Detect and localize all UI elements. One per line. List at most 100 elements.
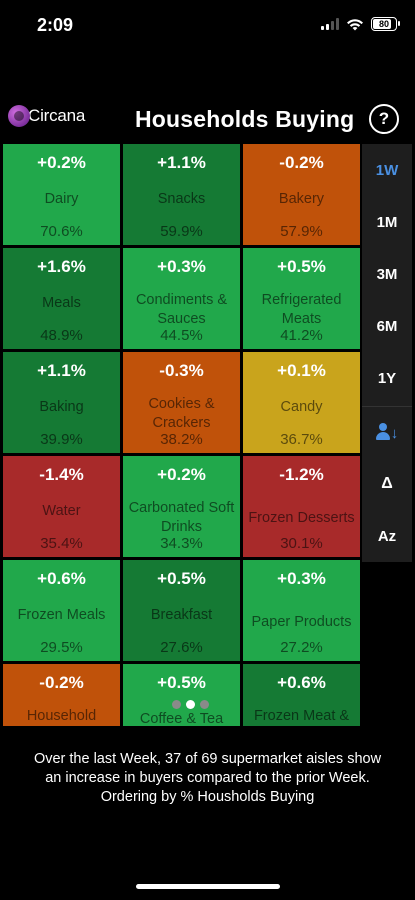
app-header: Circana Households Buying ? [0, 100, 415, 142]
aisle-tile[interactable]: +0.2% Dairy 70.6% [3, 144, 120, 245]
circana-logo: Circana [8, 105, 85, 127]
aisle-share: 29.5% [40, 639, 83, 656]
sort-by-change-button[interactable]: Δ [381, 475, 393, 492]
status-bar: 2:09 80 [0, 0, 415, 54]
battery-icon: 80 [371, 17, 400, 31]
aisle-change: +1.1% [157, 153, 206, 172]
aisle-change: +0.3% [277, 569, 326, 588]
aisle-name: Baking [39, 399, 84, 415]
aisle-share: 35.4% [40, 535, 83, 552]
wifi-icon [347, 18, 363, 30]
circana-logo-icon [8, 105, 30, 127]
aisle-share: 57.9% [280, 223, 323, 240]
aisle-change: +0.1% [277, 361, 326, 380]
aisle-tile[interactable]: +1.1% Snacks 59.9% [123, 144, 240, 245]
aisle-tile[interactable]: +0.5% Refrigerated Meats 41.2% [243, 248, 360, 349]
aisle-tile[interactable]: +0.6% Frozen Meat & Poultry & [243, 664, 360, 726]
aisle-share: 70.6% [40, 223, 83, 240]
aisle-share: 48.9% [40, 327, 83, 344]
status-icons: 80 [321, 17, 400, 31]
aisle-name: Frozen Desserts [248, 509, 355, 526]
logo-text: Circana [28, 106, 86, 125]
aisle-tile[interactable]: +0.5% Coffee & Tea [123, 664, 240, 726]
period-sidebar: 1W 1M 3M 6M 1Y ↓ Δ Az [362, 144, 412, 562]
aisle-tile[interactable]: -1.4% Water 35.4% [3, 456, 120, 557]
aisle-name: Meals [42, 295, 81, 311]
sort-alphabetical-button[interactable]: Az [377, 527, 397, 545]
aisle-share: 44.5% [160, 327, 203, 344]
aisle-tile[interactable]: -1.2% Frozen Desserts 30.1% [243, 456, 360, 557]
aisle-tile[interactable]: -0.3% Cookies & Crackers 38.2% [123, 352, 240, 453]
period-1w-button[interactable]: 1W [375, 161, 399, 179]
aisle-name: Candy [280, 399, 323, 415]
page-dot-active[interactable] [186, 700, 195, 709]
aisle-name: Coffee & Tea [139, 711, 224, 726]
aisle-change: -0.2% [39, 673, 84, 692]
aisle-name: Dairy [44, 191, 79, 207]
aisle-change: -1.4% [39, 465, 84, 484]
aisle-change: +0.6% [37, 569, 86, 588]
summary-line: Over the last Week, 37 of 69 supermarket… [33, 751, 382, 767]
aisle-tile[interactable]: +0.5% Breakfast 27.6% [123, 560, 240, 661]
aisle-change: +0.5% [277, 257, 326, 276]
period-3m-button[interactable]: 3M [376, 265, 398, 283]
aisle-name: Bakery [278, 191, 325, 207]
aisle-share: 39.9% [40, 431, 83, 448]
person-down-arrow-icon: ↓ [375, 423, 398, 441]
period-6m-button[interactable]: 6M [376, 317, 398, 335]
aisle-share: 34.3% [160, 535, 203, 552]
aisle-change: +0.2% [37, 153, 86, 172]
summary-line: an increase in buyers compared to the pr… [45, 770, 370, 786]
aisle-tile[interactable]: +0.1% Candy 36.7% [243, 352, 360, 453]
aisle-change: +0.6% [277, 673, 326, 692]
aisle-name: Frozen Meals [17, 607, 106, 623]
status-time: 2:09 [37, 15, 74, 35]
aisle-tile[interactable]: +0.3% Paper Products 27.2% [243, 560, 360, 661]
aisle-change: +1.1% [37, 361, 86, 380]
aisle-name: Paper Products [251, 613, 352, 630]
summary-text: Over the last Week, 37 of 69 supermarket… [0, 750, 415, 807]
aisle-change: +0.2% [157, 465, 206, 484]
aisle-name: Frozen Meat & Poultry & [253, 708, 350, 724]
aisle-name: Cookies & Crackers [148, 396, 215, 431]
aisle-name: Carbonated Soft Drinks [128, 500, 235, 535]
aisle-change: +0.3% [157, 257, 206, 276]
aisle-name: Condiments & Sauces [135, 292, 228, 327]
aisle-share: 36.7% [280, 431, 323, 448]
aisle-name: Breakfast [150, 607, 213, 623]
page-dot[interactable] [172, 700, 181, 709]
aisle-tile[interactable]: +1.1% Baking 39.9% [3, 352, 120, 453]
home-indicator[interactable] [136, 884, 280, 889]
aisle-change: -0.3% [159, 361, 204, 380]
aisle-share: 27.2% [280, 639, 323, 656]
aisle-share: 59.9% [160, 223, 203, 240]
period-1m-button[interactable]: 1M [376, 213, 398, 231]
page-indicator[interactable] [172, 700, 209, 709]
aisle-grid: +0.2% Dairy 70.6% +1.1% Snacks 59.9% -0.2% Bake… [3, 144, 360, 726]
aisle-tile[interactable]: -0.2% Bakery 57.9% [243, 144, 360, 245]
aisle-name: Snacks [157, 191, 206, 207]
aisle-name: Household Cleaning [26, 708, 97, 724]
aisle-share: 27.6% [160, 639, 203, 656]
help-button[interactable]: ? [369, 104, 399, 134]
aisle-share: 30.1% [280, 535, 323, 552]
aisle-tile[interactable]: +0.6% Frozen Meals 29.5% [3, 560, 120, 661]
aisle-change: -0.2% [279, 153, 324, 172]
aisle-tile[interactable]: +0.3% Condiments & Sauces 44.5% [123, 248, 240, 349]
battery-level: 80 [378, 19, 389, 29]
sort-by-buyers-button[interactable]: ↓ [362, 406, 412, 458]
aisle-tile[interactable]: -0.2% Household Cleaning [3, 664, 120, 726]
aisle-share: 38.2% [160, 431, 203, 448]
aisle-tile[interactable]: +1.6% Meals 48.9% [3, 248, 120, 349]
aisle-change: +1.6% [37, 257, 86, 276]
aisle-tile[interactable]: +0.2% Carbonated Soft Drinks 34.3% [123, 456, 240, 557]
sidebar-divider [362, 406, 412, 407]
page-dot[interactable] [200, 700, 209, 709]
period-1y-button[interactable]: 1Y [377, 369, 397, 387]
aisle-name: Water [42, 503, 81, 519]
aisle-change: +0.5% [157, 673, 206, 692]
summary-line: Ordering by % Housholds Buying [100, 789, 315, 805]
aisle-change: -1.2% [279, 465, 324, 484]
page-title: Households Buying [135, 106, 355, 132]
signal-icon [321, 18, 339, 30]
